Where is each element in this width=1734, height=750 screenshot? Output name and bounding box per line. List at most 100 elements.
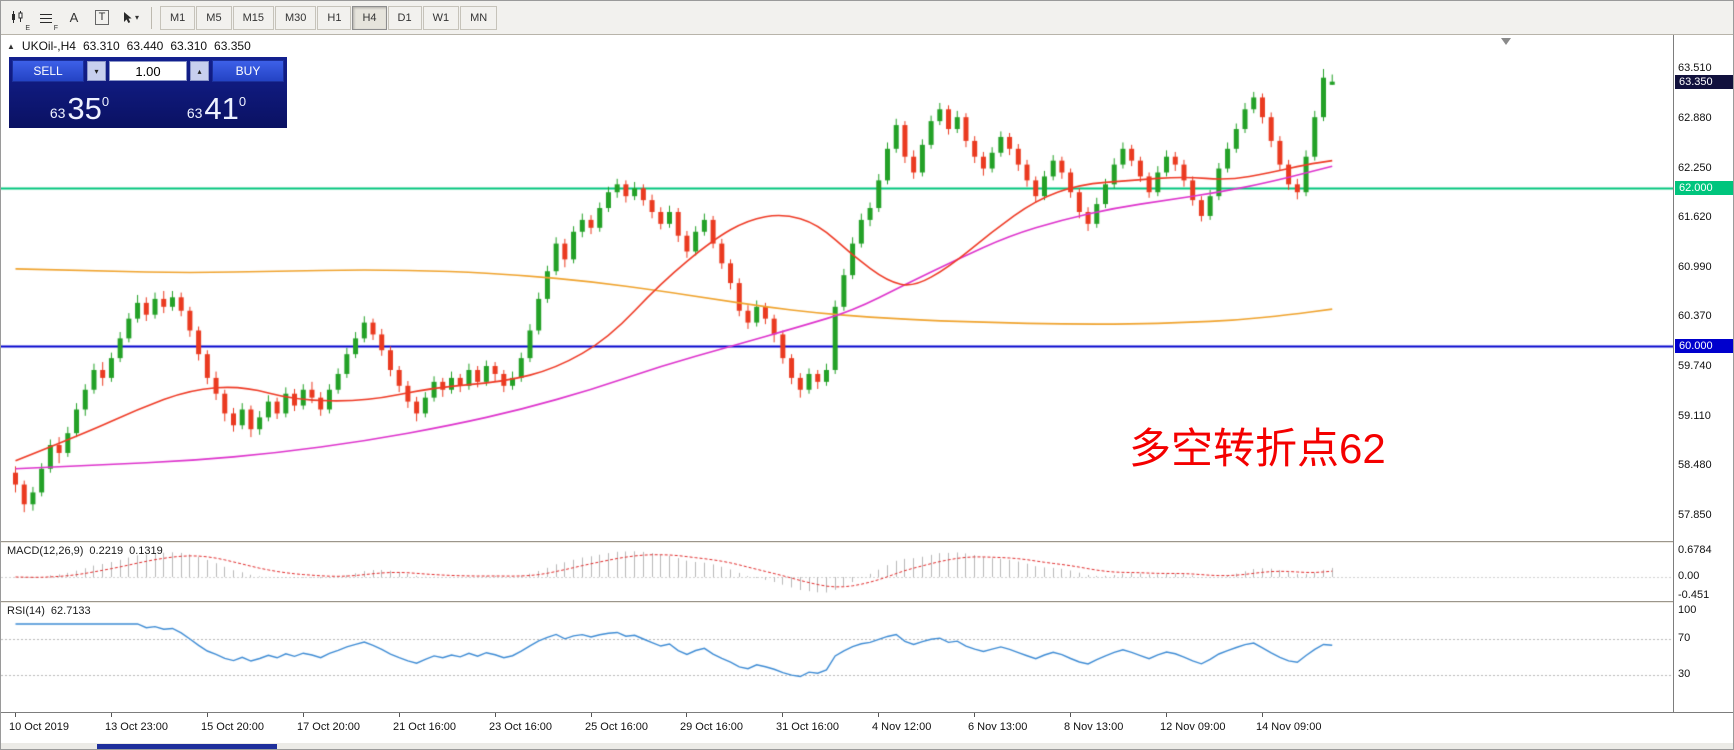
buy-price-display[interactable]: 63 41 0 [149, 85, 284, 125]
timeframe-mn[interactable]: MN [460, 5, 498, 30]
ohlc-low: 63.310 [170, 39, 208, 53]
axis-tick-label: 61.620 [1678, 211, 1712, 223]
indicator-list-icon[interactable]: F [33, 4, 59, 32]
rsi-header: RSI(14) 62.7133 [7, 605, 91, 617]
time-tick-mark [303, 713, 304, 717]
time-axis-label: 23 Oct 16:00 [489, 721, 552, 733]
time-axis-label: 31 Oct 16:00 [776, 721, 839, 733]
letter-t-label: T [94, 10, 110, 25]
trade-prices-row: 63 35 0 63 41 0 [9, 85, 287, 125]
axis-tick-label: 70 [1678, 632, 1691, 644]
time-axis[interactable]: 10 Oct 2019 13 Oct 23:00 15 Oct 20:00 17 Oc… [1, 712, 1733, 743]
timeframe-m30[interactable]: M30 [274, 5, 317, 30]
horizontal-scrollbar [1, 743, 1733, 749]
text-tool-icon[interactable]: T [89, 4, 115, 32]
axis-tick-label: 100 [1678, 604, 1697, 616]
timeframe-m15[interactable]: M15 [232, 5, 274, 30]
rsi-value: 62.7133 [50, 605, 91, 617]
list-icon [40, 13, 52, 23]
macd-header: MACD(12,26,9) 0.2219 0.1319 [7, 545, 163, 557]
time-axis-label: 25 Oct 16:00 [585, 721, 648, 733]
caret-up-icon: ▴ [197, 66, 202, 76]
time-axis-label: 21 Oct 16:00 [393, 721, 456, 733]
buy-price-prefix: 63 [186, 105, 203, 121]
h-scrollbar-thumb[interactable] [97, 744, 277, 749]
time-tick-mark [782, 713, 783, 717]
timeframe-m5[interactable]: M5 [196, 5, 232, 30]
axis-tick-label: 58.480 [1678, 459, 1712, 471]
current-price-badge: 63.350 [1675, 75, 1733, 89]
panel-splitter[interactable] [1, 601, 1733, 603]
buy-button[interactable]: BUY [212, 60, 284, 82]
ohlc-high: 63.440 [126, 39, 164, 53]
rsi-label: RSI(14) [7, 605, 45, 617]
sell-price-big: 35 [67, 91, 102, 126]
time-tick-mark [1070, 713, 1071, 717]
macd-value-signal: 0.1319 [129, 545, 163, 557]
axis-tick-label: 57.850 [1678, 509, 1712, 521]
caret-down-icon: ▾ [94, 66, 99, 76]
axis-tick-label: 59.740 [1678, 360, 1712, 372]
hline-price-badge: 62.000 [1675, 181, 1733, 195]
time-tick-mark [399, 713, 400, 717]
axis-tick-label: 0.00 [1678, 570, 1700, 582]
chart-window-icon[interactable]: E [5, 4, 31, 32]
time-tick-mark [495, 713, 496, 717]
axis-tick-label: 63.510 [1678, 62, 1712, 74]
price-axis[interactable]: 63.510 62.880 62.250 61.620 60.990 60.370 59.7… [1673, 35, 1733, 712]
sell-price-sup: 0 [101, 94, 110, 109]
axis-tick-label: 62.250 [1678, 162, 1712, 174]
collapse-arrow-icon[interactable]: ▲ [7, 41, 15, 51]
candlestick-chart-icon [12, 11, 23, 23]
axis-tick-label: 0.6784 [1678, 544, 1712, 556]
autoscroll-icon[interactable] [1501, 38, 1511, 45]
rsi-canvas[interactable] [1, 603, 1673, 711]
toolbar-separator [151, 6, 152, 29]
chart-header: ▲ UKOil-,H4 63.310 63.440 63.310 63.350 [7, 39, 251, 53]
macd-label: MACD(12,26,9) [7, 545, 84, 557]
time-tick-mark [111, 713, 112, 717]
timeframe-toolbar: M1 M5 M15 M30 H1 H4 D1 W1 MN [160, 5, 498, 30]
arrow-text-tool-icon[interactable]: A [61, 4, 87, 32]
macd-canvas[interactable] [1, 543, 1673, 601]
time-axis-label: 14 Nov 09:00 [1256, 721, 1322, 733]
cursor-arrow-icon [123, 12, 132, 23]
time-tick-mark [591, 713, 592, 717]
time-axis-label: 4 Nov 12:00 [872, 721, 932, 733]
time-tick-mark [1166, 713, 1167, 717]
buy-price-sup: 0 [238, 94, 247, 109]
main-chart-panel: ▲ UKOil-,H4 63.310 63.440 63.310 63.350 … [1, 35, 1673, 541]
time-axis-label: 12 Nov 09:00 [1160, 721, 1226, 733]
axis-tick-label: 30 [1678, 668, 1691, 680]
time-tick-mark [974, 713, 975, 717]
volume-increase-button[interactable]: ▴ [190, 61, 209, 81]
volume-input[interactable] [109, 61, 187, 81]
symbol-timeframe-label: UKOil-,H4 [21, 39, 76, 53]
sub-letter-e: E [25, 24, 30, 32]
timeframe-w1[interactable]: W1 [422, 5, 460, 30]
timeframe-d1[interactable]: D1 [387, 5, 422, 30]
time-tick-mark [1262, 713, 1263, 717]
ohlc-close: 63.350 [214, 39, 251, 53]
sell-price-prefix: 63 [49, 105, 66, 121]
axis-tick-label: -0.451 [1678, 589, 1710, 601]
hline-price-badge: 60.000 [1675, 339, 1733, 353]
panel-splitter[interactable] [1, 541, 1733, 543]
volume-decrease-button[interactable]: ▾ [87, 61, 106, 81]
cursor-tool-icon[interactable]: ▾ [117, 4, 143, 32]
time-axis-label: 15 Oct 20:00 [201, 721, 264, 733]
time-axis-label: 10 Oct 2019 [9, 721, 69, 733]
timeframe-h4[interactable]: H4 [352, 5, 387, 30]
time-axis-label: 8 Nov 13:00 [1064, 721, 1124, 733]
time-axis-label: 6 Nov 13:00 [968, 721, 1028, 733]
axis-tick-label: 60.370 [1678, 310, 1712, 322]
sell-button[interactable]: SELL [12, 60, 84, 82]
trade-controls-row: SELL ▾ ▴ BUY [9, 57, 287, 85]
buy-price-big: 41 [204, 91, 239, 126]
rsi-panel: RSI(14) 62.7133 [1, 603, 1673, 711]
sub-letter-f: F [53, 24, 58, 32]
timeframe-m1[interactable]: M1 [160, 5, 196, 30]
sell-price-display[interactable]: 63 35 0 [12, 85, 147, 125]
timeframe-h1[interactable]: H1 [317, 5, 352, 30]
